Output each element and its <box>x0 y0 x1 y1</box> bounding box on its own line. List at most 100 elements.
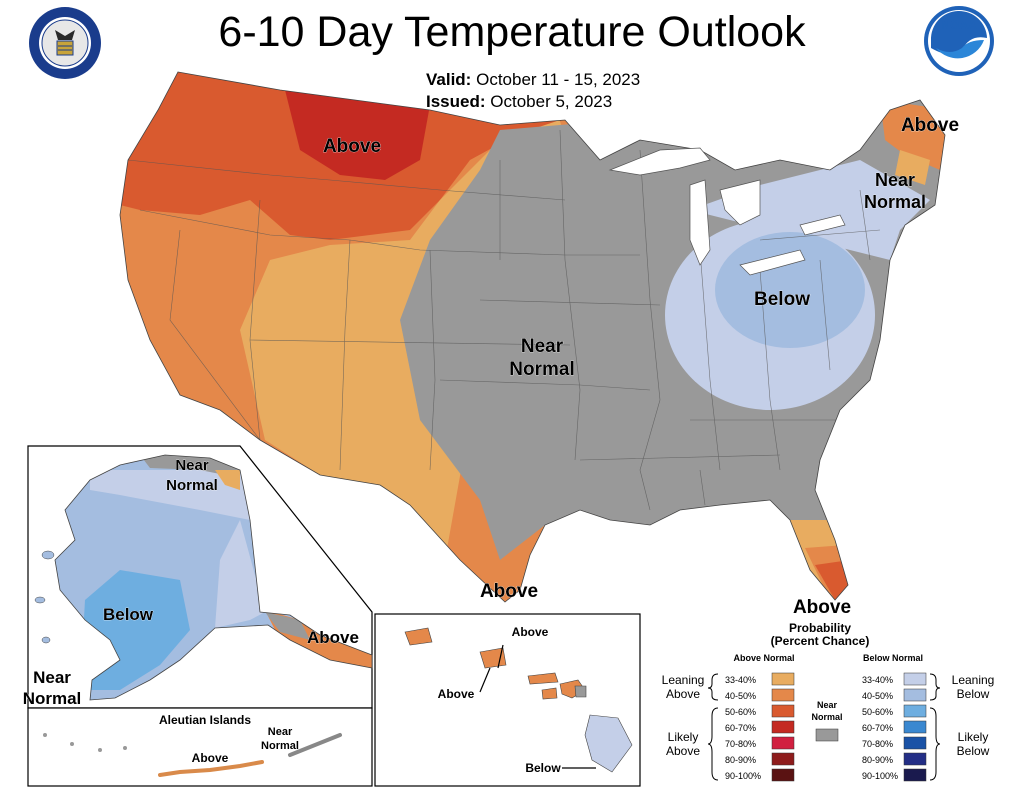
issued-date: October 5, 2023 <box>490 92 613 111</box>
label-near-central-2: Normal <box>509 359 574 380</box>
alaska-above-north <box>215 470 240 490</box>
below-range-swatch-1 <box>903 688 927 702</box>
legend-above-header: Above Normal <box>733 653 794 663</box>
legend-leaning-below-2: Below <box>957 687 990 701</box>
legend-title-1: Probability <box>789 621 851 635</box>
below-range-swatch-2 <box>903 704 927 718</box>
below-range-label-1: 40-50% <box>862 691 893 701</box>
legend: Probability (Percent Chance) Above Norma… <box>662 621 995 782</box>
brace-likely-above <box>707 707 719 781</box>
above-range-label-4: 70-80% <box>725 739 756 749</box>
ak-label-near-sw-1: Near <box>33 668 71 687</box>
brace-likely-below <box>929 707 941 781</box>
ak-label-below: Below <box>103 605 154 624</box>
label-above-ne: Above <box>901 115 959 136</box>
above-range-label-6: 90-100% <box>725 771 761 781</box>
ak-label-near-2: Normal <box>166 477 218 494</box>
above-range-label-1: 40-50% <box>725 691 756 701</box>
label-below-east: Below <box>754 289 810 310</box>
region-above-tx <box>500 525 545 602</box>
region-above-50-60-fl <box>815 560 850 600</box>
legend-leaning-below-1: Leaning <box>952 673 995 687</box>
hawaii-leader-2 <box>479 667 491 693</box>
above-range-label-5: 80-90% <box>725 755 756 765</box>
below-range-label-6: 90-100% <box>862 771 898 781</box>
below-range-swatch-3 <box>903 720 927 734</box>
legend-above-swatches: 33-40% 40-50% 50-60% 60-70% 70-80% 80-90% 90-1… <box>725 672 795 782</box>
region-above-33-40-ne <box>895 150 930 185</box>
legend-near-2: Normal <box>811 712 842 722</box>
hi-label-above-2: Above <box>438 687 475 701</box>
below-range-swatch-6 <box>903 768 927 782</box>
valid-dates: October 11 - 15, 2023 <box>476 70 641 89</box>
aleutian-islands <box>43 733 342 777</box>
below-range-swatch-4 <box>903 736 927 750</box>
hi-label-below: Below <box>525 761 561 775</box>
above-range-swatch-0 <box>771 672 795 686</box>
page-title: 6-10 Day Temperature Outlook <box>218 8 806 56</box>
aleutian-label-above: Above <box>192 751 229 765</box>
below-range-label-4: 70-80% <box>862 739 893 749</box>
above-range-label-2: 50-60% <box>725 707 756 717</box>
alaska-below-33-40-north <box>90 470 250 520</box>
aleutian-label-near-2: Normal <box>261 740 299 752</box>
above-range-label-3: 60-70% <box>725 723 756 733</box>
legend-near-1: Near <box>817 700 838 710</box>
legend-leaning-above-1: Leaning <box>662 673 705 687</box>
below-range-label-3: 60-70% <box>862 723 893 733</box>
label-near-ne-2: Normal <box>864 192 926 212</box>
alaska-near-normal-panhandle <box>265 612 310 640</box>
below-range-label-0: 33-40% <box>862 675 893 685</box>
alaska-islands <box>34 550 55 644</box>
hi-label-above-1: Above <box>512 625 549 639</box>
aleutian-label-near-1: Near <box>268 726 293 738</box>
below-range-swatch-0 <box>903 672 927 686</box>
hawaii-islands <box>404 627 633 773</box>
alaska-outline <box>54 454 373 701</box>
state-boundaries <box>127 129 881 511</box>
legend-below-swatches: 33-40% 40-50% 50-60% 60-70% 70-80% 80-90% 90-1… <box>862 672 927 782</box>
legend-leaning-above-2: Above <box>666 687 700 701</box>
commerce-seal-icon <box>29 7 101 79</box>
aleutian-title: Aleutian Islands <box>159 713 251 727</box>
legend-below-header: Below Normal <box>863 653 923 663</box>
ak-label-above: Above <box>307 628 359 647</box>
below-range-label-2: 50-60% <box>862 707 893 717</box>
above-range-label-0: 33-40% <box>725 675 756 685</box>
legend-likely-below-2: Below <box>957 744 990 758</box>
above-range-swatch-6 <box>771 768 795 782</box>
valid-label: Valid: <box>426 70 472 89</box>
region-below-40-50 <box>715 232 865 348</box>
below-range-label-5: 80-90% <box>862 755 893 765</box>
label-near-central-1: Near <box>521 336 564 357</box>
brace-leaning-below <box>929 673 941 701</box>
brace-leaning-above <box>707 673 719 701</box>
legend-likely-above-1: Likely <box>668 730 699 744</box>
label-above-nw: Above <box>323 136 381 157</box>
us-outline <box>119 71 946 603</box>
issued-label: Issued: <box>426 92 486 111</box>
above-range-swatch-1 <box>771 688 795 702</box>
above-range-swatch-2 <box>771 704 795 718</box>
legend-likely-below-1: Likely <box>958 730 989 744</box>
region-above-60-70 <box>285 90 430 180</box>
above-range-swatch-5 <box>771 752 795 766</box>
region-below-33-40-ne <box>690 160 930 260</box>
great-lakes <box>608 147 846 276</box>
label-above-tx: Above <box>480 581 538 602</box>
label-near-ne-1: Near <box>875 170 915 190</box>
label-above-fl: Above <box>793 597 851 618</box>
legend-near-swatch <box>815 728 839 742</box>
noaa-logo-text: NOAA <box>941 18 977 32</box>
hawaii-leader-1 <box>497 644 504 669</box>
above-range-swatch-4 <box>771 736 795 750</box>
below-range-swatch-5 <box>903 752 927 766</box>
ak-label-near-sw-2: Normal <box>23 689 82 708</box>
above-range-swatch-3 <box>771 720 795 734</box>
valid-line: Valid: October 11 - 15, 2023 <box>426 70 640 90</box>
legend-title-2: (Percent Chance) <box>771 634 870 648</box>
alaska-near-normal-north <box>140 455 240 478</box>
noaa-logo-icon: NOAA <box>924 6 994 76</box>
alaska-below-33-40-east <box>215 520 265 628</box>
